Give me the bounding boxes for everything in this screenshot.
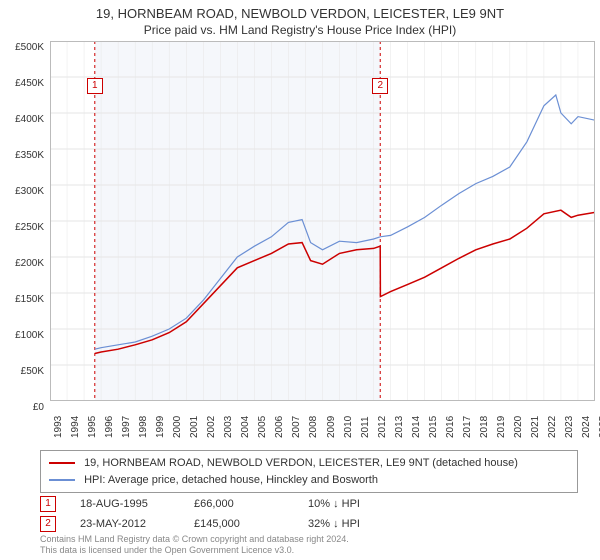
chart-container: 19, HORNBEAM ROAD, NEWBOLD VERDON, LEICE…	[0, 0, 600, 560]
legend-item: 19, HORNBEAM ROAD, NEWBOLD VERDON, LEICE…	[49, 455, 569, 472]
x-tick-label: 2020	[513, 416, 524, 438]
x-tick-label: 2000	[172, 416, 183, 438]
x-tick-label: 1994	[70, 416, 81, 438]
x-tick-label: 2010	[343, 416, 354, 438]
x-tick-label: 1993	[53, 416, 64, 438]
y-tick-label: £0	[0, 402, 44, 413]
x-tick-label: 2011	[360, 416, 371, 438]
y-tick-label: £350K	[0, 150, 44, 161]
x-tick-label: 2007	[291, 416, 302, 438]
x-tick-label: 2017	[462, 416, 473, 438]
x-tick-label: 2006	[274, 416, 285, 438]
y-tick-label: £50K	[0, 366, 44, 377]
x-tick-label: 2005	[257, 416, 268, 438]
marker-badge: 1	[40, 496, 56, 512]
x-tick-label: 1998	[138, 416, 149, 438]
marker-pct: 32% ↓ HPI	[308, 518, 398, 530]
marker-row: 2 23-MAY-2012 £145,000 32% ↓ HPI	[40, 514, 398, 534]
x-axis-labels: 1993 1994 1995 1996 1997 1998 1999 2000 2001 2002…	[50, 408, 595, 448]
marker-date: 18-AUG-1995	[80, 498, 170, 510]
x-tick-label: 1997	[121, 416, 132, 438]
y-tick-label: £300K	[0, 186, 44, 197]
legend-label: HPI: Average price, detached house, Hinc…	[84, 474, 378, 486]
x-tick-label: 1996	[104, 416, 115, 438]
chart-title: 19, HORNBEAM ROAD, NEWBOLD VERDON, LEICE…	[0, 0, 600, 21]
x-tick-label: 2001	[189, 416, 200, 438]
x-tick-label: 2013	[394, 416, 405, 438]
marker-price: £145,000	[194, 518, 284, 530]
x-tick-label: 2002	[206, 416, 217, 438]
x-tick-label: 1995	[87, 416, 98, 438]
legend-label: 19, HORNBEAM ROAD, NEWBOLD VERDON, LEICE…	[84, 457, 518, 469]
x-tick-label: 2012	[377, 416, 388, 438]
chart-subtitle: Price paid vs. HM Land Registry's House …	[0, 21, 600, 41]
x-tick-label: 2004	[240, 416, 251, 438]
marker-pct: 10% ↓ HPI	[308, 498, 398, 510]
chart-svg	[50, 41, 595, 401]
x-tick-label: 2014	[411, 416, 422, 438]
x-tick-label: 2016	[445, 416, 456, 438]
x-tick-label: 2009	[326, 416, 337, 438]
x-tick-label: 2022	[547, 416, 558, 438]
y-tick-label: £250K	[0, 222, 44, 233]
y-tick-label: £500K	[0, 42, 44, 53]
y-tick-label: £150K	[0, 294, 44, 305]
plot-area	[50, 41, 595, 401]
x-tick-label: 2003	[223, 416, 234, 438]
marker-table: 1 18-AUG-1995 £66,000 10% ↓ HPI 2 23-MAY…	[40, 494, 398, 534]
legend-item: HPI: Average price, detached house, Hinc…	[49, 472, 569, 489]
x-tick-label: 2008	[308, 416, 319, 438]
legend-swatch	[49, 462, 75, 464]
x-tick-label: 2019	[496, 416, 507, 438]
marker-badge: 2	[40, 516, 56, 532]
legend-swatch	[49, 479, 75, 481]
y-tick-label: £100K	[0, 330, 44, 341]
marker-price: £66,000	[194, 498, 284, 510]
x-tick-label: 2023	[564, 416, 575, 438]
footer-attribution: Contains HM Land Registry data © Crown c…	[40, 534, 349, 556]
marker-date: 23-MAY-2012	[80, 518, 170, 530]
x-tick-label: 2015	[428, 416, 439, 438]
footer-line: Contains HM Land Registry data © Crown c…	[40, 534, 349, 545]
y-tick-label: £200K	[0, 258, 44, 269]
marker-row: 1 18-AUG-1995 £66,000 10% ↓ HPI	[40, 494, 398, 514]
x-tick-label: 1999	[155, 416, 166, 438]
marker-badge: 1	[87, 78, 103, 94]
x-tick-label: 2018	[479, 416, 490, 438]
x-tick-label: 2024	[581, 416, 592, 438]
footer-line: This data is licensed under the Open Gov…	[40, 545, 349, 556]
legend: 19, HORNBEAM ROAD, NEWBOLD VERDON, LEICE…	[40, 450, 578, 493]
marker-badge: 2	[372, 78, 388, 94]
x-tick-label: 2021	[530, 416, 541, 438]
y-tick-label: £400K	[0, 114, 44, 125]
y-tick-label: £450K	[0, 78, 44, 89]
